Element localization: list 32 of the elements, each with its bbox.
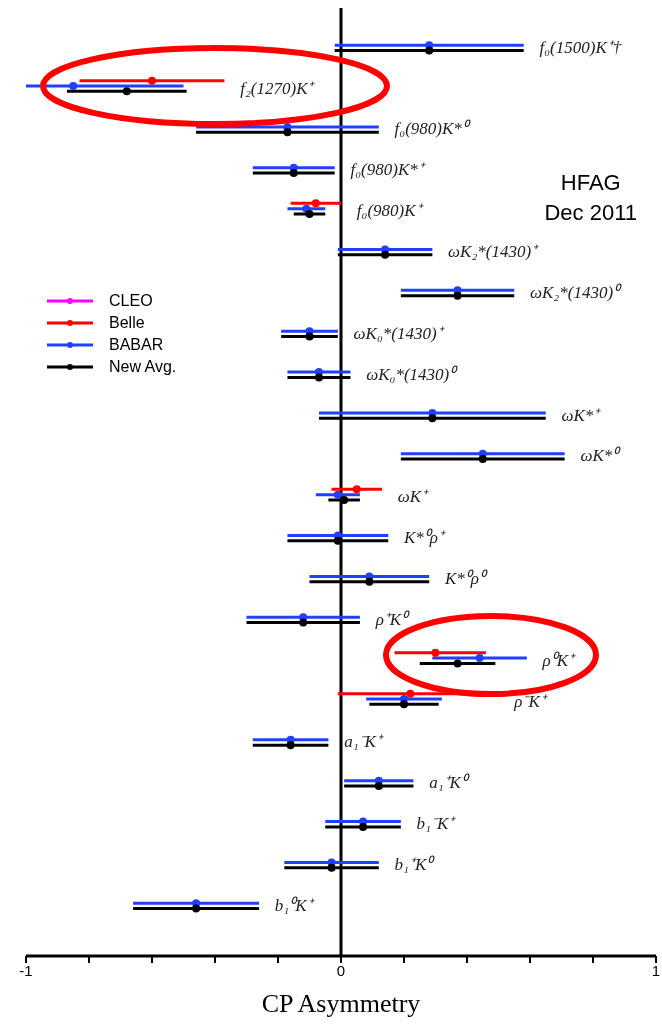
y-tick-label: K*⁰ρ⁺ [403, 528, 446, 548]
x-axis-title: CP Asymmetry [261, 989, 421, 1018]
legend-label: CLEO [109, 292, 153, 310]
y-tick-label: ωK⁺ [397, 487, 430, 507]
annotation: HFAG [559, 169, 622, 197]
y-tick-label: ρ⁺K⁰ [374, 609, 411, 629]
y-tick-label: ωK₀*(1430)⁰ [366, 364, 459, 384]
y-tick-label: ρ⁻K⁺ [513, 691, 548, 711]
y-tick-label: ωK₀*(1430)⁺ [353, 323, 445, 343]
y-tick-label: ωK₂*(1430)⁺ [448, 242, 540, 262]
x-tick-label: -1 [19, 961, 33, 979]
y-tick-label: ωK*⁰ [580, 446, 622, 466]
legend-label: Belle [109, 314, 145, 332]
y-tick-label: ωK₂*(1430)⁰ [530, 282, 623, 302]
y-tick-label: b₁⁻K⁺ [416, 814, 457, 834]
y-tick-label: f₀(1500)K⁺† [539, 37, 622, 57]
y-tick-label: ωK*⁺ [561, 405, 602, 425]
annotation: Dec 2011 [544, 199, 637, 227]
x-tick-label: 0 [336, 961, 346, 979]
y-tick-label: a₁⁻K⁺ [344, 732, 384, 752]
y-tick-label: b₁⁺K⁰ [394, 855, 436, 875]
x-tick-label: 1 [651, 961, 661, 979]
y-tick-label: f₂(1270)K⁺ [240, 78, 316, 98]
y-tick-label: f₀(980)K⁺ [356, 201, 424, 221]
y-tick-label: f₀(980)K*⁰ [394, 119, 471, 139]
legend-label: New Avg. [109, 358, 177, 376]
y-tick-label: b₁⁰K⁺ [274, 895, 315, 915]
legend-label: BABAR [109, 336, 164, 354]
y-tick-label: a₁⁺K⁰ [429, 773, 470, 793]
y-tick-label: K*⁰ρ⁰ [443, 568, 488, 588]
y-tick-label: f₀(980)K*⁺ [350, 160, 426, 180]
y-tick-label: ρ⁰K⁺ [541, 650, 577, 670]
